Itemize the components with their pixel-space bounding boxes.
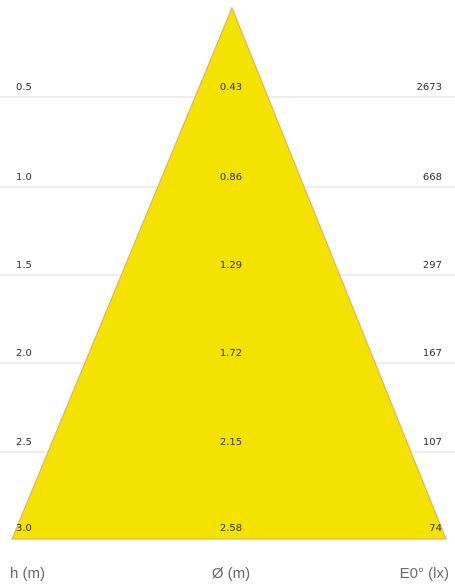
height-axis-label: h (m) <box>10 565 45 582</box>
diameter-value: 2.15 <box>220 437 242 448</box>
height-value: 1.5 <box>16 260 32 271</box>
illuminance-value: 297 <box>423 260 442 271</box>
height-value: 2.5 <box>16 437 32 448</box>
diameter-value: 0.86 <box>220 172 242 183</box>
height-value: 1.0 <box>16 172 32 183</box>
light-cone <box>11 6 447 540</box>
illuminance-value: 2673 <box>417 82 442 93</box>
column-headers: h (m) Ø (m) E0° (lx) <box>10 565 449 582</box>
illuminance-value: 107 <box>423 437 442 448</box>
illuminance-value: 668 <box>423 172 442 183</box>
illuminance-value: 167 <box>423 348 442 359</box>
diameter-value: 2.58 <box>220 523 242 534</box>
height-value: 3.0 <box>16 523 32 534</box>
height-column: 0.5 1.0 1.5 2.0 2.5 3.0 <box>16 82 32 534</box>
diameter-axis-label: Ø (m) <box>212 565 250 582</box>
diameter-value: 0.43 <box>220 82 242 93</box>
height-value: 0.5 <box>16 82 32 93</box>
diameter-value: 1.29 <box>220 260 242 271</box>
illuminance-axis-label: E0° (lx) <box>400 565 449 582</box>
height-value: 2.0 <box>16 348 32 359</box>
illuminance-value: 74 <box>429 523 442 534</box>
diameter-value: 1.72 <box>220 348 242 359</box>
diameter-column: 0.43 0.86 1.29 1.72 2.15 2.58 <box>220 82 242 534</box>
illuminance-column: 2673 668 297 167 107 74 <box>417 82 442 534</box>
